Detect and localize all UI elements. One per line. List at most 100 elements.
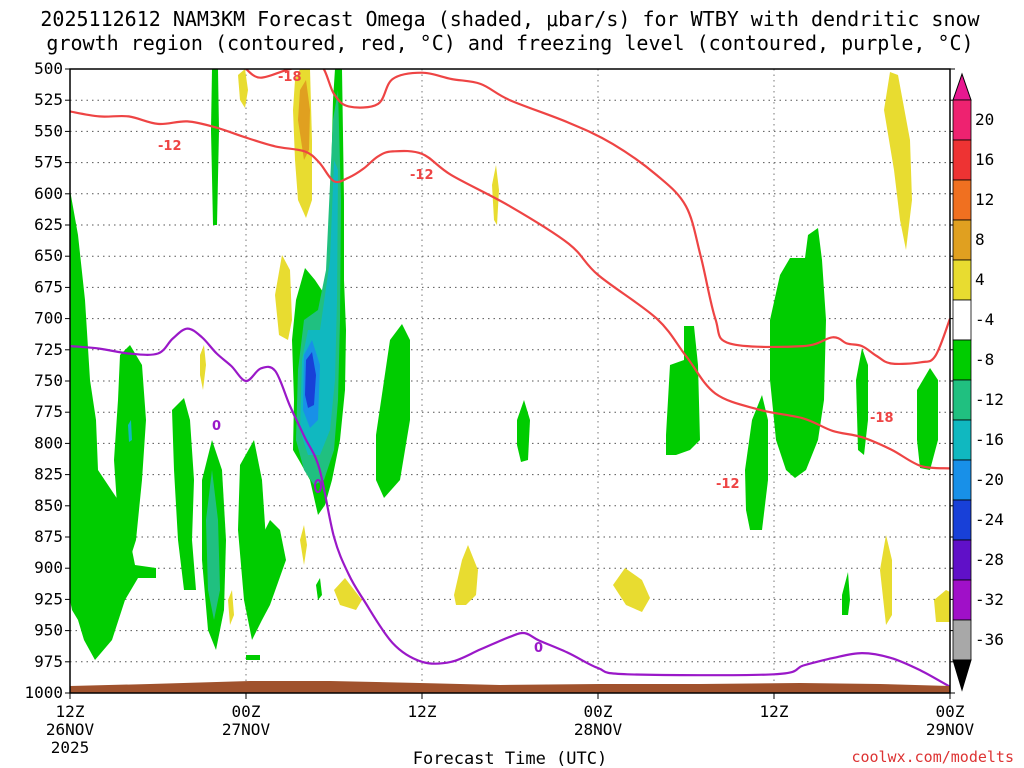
- omega-region-green-15: [246, 655, 260, 660]
- omega-region-green-top: [211, 69, 219, 225]
- x-tick-label: 00Z: [936, 702, 965, 721]
- x-tick-label: 12Z: [56, 702, 85, 721]
- colorbar-label: -20: [975, 470, 1004, 489]
- x-axis-label: Forecast Time (UTC): [413, 749, 607, 768]
- omega-region-green-8: [517, 400, 530, 462]
- colorbar-swatch: [952, 379, 972, 421]
- label-dgz-minus18-b: -18: [870, 411, 894, 426]
- label-freezing-a: 0: [212, 419, 221, 434]
- colorbar-label: -4: [975, 310, 994, 329]
- colorbar-label: 12: [975, 190, 994, 209]
- y-tick-label: 625: [34, 215, 63, 234]
- colorbar-swatch: [952, 139, 972, 181]
- omega-region-green-16: [316, 578, 322, 600]
- colorbar-label: 4: [975, 270, 985, 289]
- colorbar-swatch: [952, 299, 972, 341]
- colorbar-extend-top: [952, 72, 972, 101]
- x-tick-label: 26NOV: [46, 720, 95, 739]
- chart-title-line2: growth region (contoured, red, °C) and f…: [46, 31, 973, 55]
- terrain-surface: [70, 681, 950, 693]
- colorbar-swatch: [952, 579, 972, 621]
- omega-region-green-13: [917, 368, 938, 470]
- label-dgz-minus18-a: -18: [278, 70, 302, 85]
- y-tick-label: 525: [34, 90, 63, 109]
- label-dgz-minus12-a: -12: [158, 139, 182, 154]
- y-tick-label: 1000: [24, 683, 63, 702]
- freezing-level-closed-contour: [314, 479, 322, 493]
- colorbar-swatch: [952, 219, 972, 261]
- omega-region-green-12: [856, 348, 868, 455]
- omega-region-yellow-7: [334, 578, 362, 610]
- omega-region-lightblue-2: [128, 420, 132, 442]
- omega-region-yellow-11: [884, 72, 912, 250]
- colorbar-label: -8: [975, 350, 994, 369]
- credit-text: coolwx.com/modelts: [851, 748, 1014, 766]
- y-tick-label: 500: [34, 59, 63, 78]
- colorbar-label: -24: [975, 510, 1004, 529]
- contours-layer: [70, 69, 950, 688]
- omega-region-teal-1: [206, 470, 220, 620]
- omega-region-yellow-9: [492, 165, 499, 225]
- x-tick-label: 00Z: [584, 702, 613, 721]
- omega-region-green-10: [745, 395, 768, 530]
- label-freezing-b: 0: [534, 641, 543, 656]
- dgz-contour-minus18: [245, 69, 950, 366]
- colorbar-swatch: [952, 459, 972, 501]
- x-tick-label: 12Z: [760, 702, 789, 721]
- colorbar-label: -12: [975, 390, 1004, 409]
- chart-title-line1: 2025112612 NAM3KM Forecast Omega (shaded…: [40, 7, 980, 31]
- omega-region-green-14: [842, 572, 850, 615]
- x-tick-label: 29NOV: [926, 720, 975, 739]
- omega-shading: [70, 69, 950, 660]
- omega-region-yellow-5: [300, 525, 307, 565]
- colorbar-label: 16: [975, 150, 994, 169]
- x-tick-label: 28NOV: [574, 720, 623, 739]
- colorbar-swatch: [952, 539, 972, 581]
- colorbar-swatch: [952, 179, 972, 221]
- label-dgz-minus12-b: -12: [716, 477, 740, 492]
- omega-region-yellow-1: [238, 69, 248, 108]
- colorbar-swatch: [952, 99, 972, 141]
- y-tick-label: 900: [34, 558, 63, 577]
- omega-region-yellow-8: [454, 545, 478, 605]
- y-tick-label: 725: [34, 340, 63, 359]
- omega-region-green-2: [114, 345, 146, 565]
- colorbar-label: -28: [975, 550, 1004, 569]
- y-tick-label: 550: [34, 121, 63, 140]
- colorbar-label: -32: [975, 590, 1004, 609]
- omega-region-green-6: [258, 520, 286, 620]
- x-tick-label: 27NOV: [222, 720, 271, 739]
- colorbar-label: -16: [975, 430, 1004, 449]
- omega-region-green-9: [666, 326, 700, 455]
- y-tick-label: 775: [34, 402, 63, 421]
- y-tick-label: 800: [34, 433, 63, 452]
- omega-region-yellow-12: [880, 535, 892, 625]
- omega-region-yellow-13: [934, 590, 950, 622]
- x-tick-label: 12Z: [408, 702, 437, 721]
- y-tick-label: 750: [34, 371, 63, 390]
- y-tick-label: 675: [34, 277, 63, 296]
- freezing-level-contour: [70, 327, 950, 688]
- y-tick-label: 600: [34, 184, 63, 203]
- y-tick-label: 925: [34, 589, 63, 608]
- omega-region-blue: [305, 352, 316, 408]
- omega-region-yellow-4: [200, 345, 206, 390]
- omega-region-orange-1: [298, 80, 310, 160]
- y-tick-label: 850: [34, 496, 63, 515]
- colorbar-label: -36: [975, 630, 1004, 649]
- colorbar-swatch: [952, 419, 972, 461]
- label-dgz-minus12-c: -12: [410, 168, 434, 183]
- y-tick-label: 575: [34, 153, 63, 172]
- colorbar: 20 16 12 8 4 -4 -8 -12 -16 -20 -24 -28 -32 -36: [952, 72, 1004, 692]
- y-tick-label: 650: [34, 246, 63, 265]
- omega-region-green-3: [172, 398, 196, 590]
- x-tick-label: 00Z: [232, 702, 261, 721]
- colorbar-swatch: [952, 499, 972, 541]
- colorbar-label: 8: [975, 230, 985, 249]
- y-tick-label: 975: [34, 652, 63, 671]
- dgz-contour-minus12: [70, 110, 950, 470]
- omega-region-green-left: [70, 190, 156, 660]
- y-tick-label: 875: [34, 527, 63, 546]
